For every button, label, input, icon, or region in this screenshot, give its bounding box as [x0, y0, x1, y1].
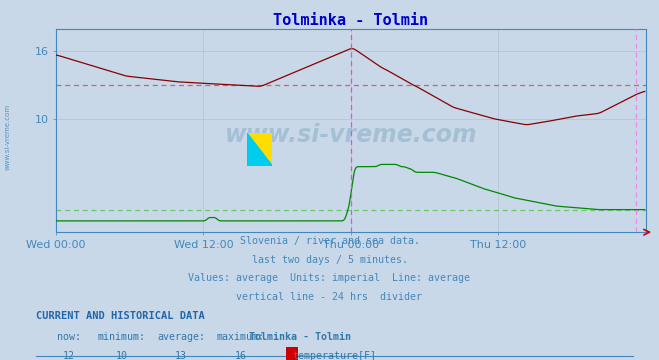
Text: Slovenia / river and sea data.: Slovenia / river and sea data.	[239, 236, 420, 246]
Text: minimum:: minimum:	[98, 332, 146, 342]
Text: CURRENT AND HISTORICAL DATA: CURRENT AND HISTORICAL DATA	[36, 311, 205, 321]
Text: vertical line - 24 hrs  divider: vertical line - 24 hrs divider	[237, 292, 422, 302]
Text: average:: average:	[158, 332, 205, 342]
Text: now:: now:	[57, 332, 81, 342]
Text: www.si-vreme.com: www.si-vreme.com	[5, 104, 11, 170]
Text: maximum:: maximum:	[217, 332, 264, 342]
Text: last two days / 5 minutes.: last two days / 5 minutes.	[252, 255, 407, 265]
Title: Tolminka - Tolmin: Tolminka - Tolmin	[273, 13, 428, 28]
Text: 10: 10	[116, 351, 128, 360]
Text: 16: 16	[235, 351, 246, 360]
Polygon shape	[247, 133, 272, 166]
Text: 12: 12	[63, 351, 75, 360]
Text: 13: 13	[175, 351, 187, 360]
Text: Tolminka - Tolmin: Tolminka - Tolmin	[249, 332, 351, 342]
Text: temperature[F]: temperature[F]	[293, 351, 377, 360]
Text: Values: average  Units: imperial  Line: average: Values: average Units: imperial Line: av…	[188, 273, 471, 283]
Text: www.si-vreme.com: www.si-vreme.com	[225, 122, 477, 147]
Polygon shape	[247, 133, 272, 166]
